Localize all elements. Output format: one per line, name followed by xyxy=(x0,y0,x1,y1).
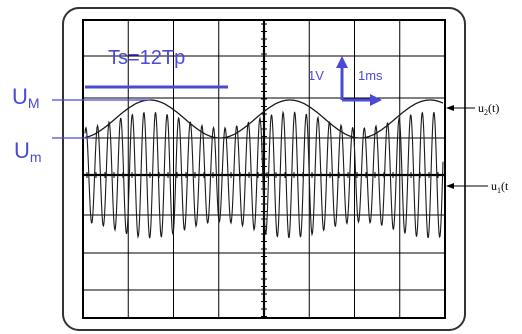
um-max-label: UM xyxy=(12,84,40,111)
u1-label: u1(t xyxy=(491,179,509,195)
u2-label: u2(t) xyxy=(478,101,499,117)
time-div-label: 1ms xyxy=(358,68,383,83)
u1-signal-trace xyxy=(84,110,444,239)
time-arrow-head xyxy=(370,94,382,106)
u2-arrow-head xyxy=(446,105,454,111)
volt-arrow-head xyxy=(336,56,348,68)
scope-bezel xyxy=(62,7,466,331)
volt-div-label: 1V xyxy=(308,68,324,83)
u1-arrow-head xyxy=(446,183,454,189)
um-min-label: Um xyxy=(14,138,42,165)
sweep-relation-label: Ts=12Tp xyxy=(108,47,185,69)
